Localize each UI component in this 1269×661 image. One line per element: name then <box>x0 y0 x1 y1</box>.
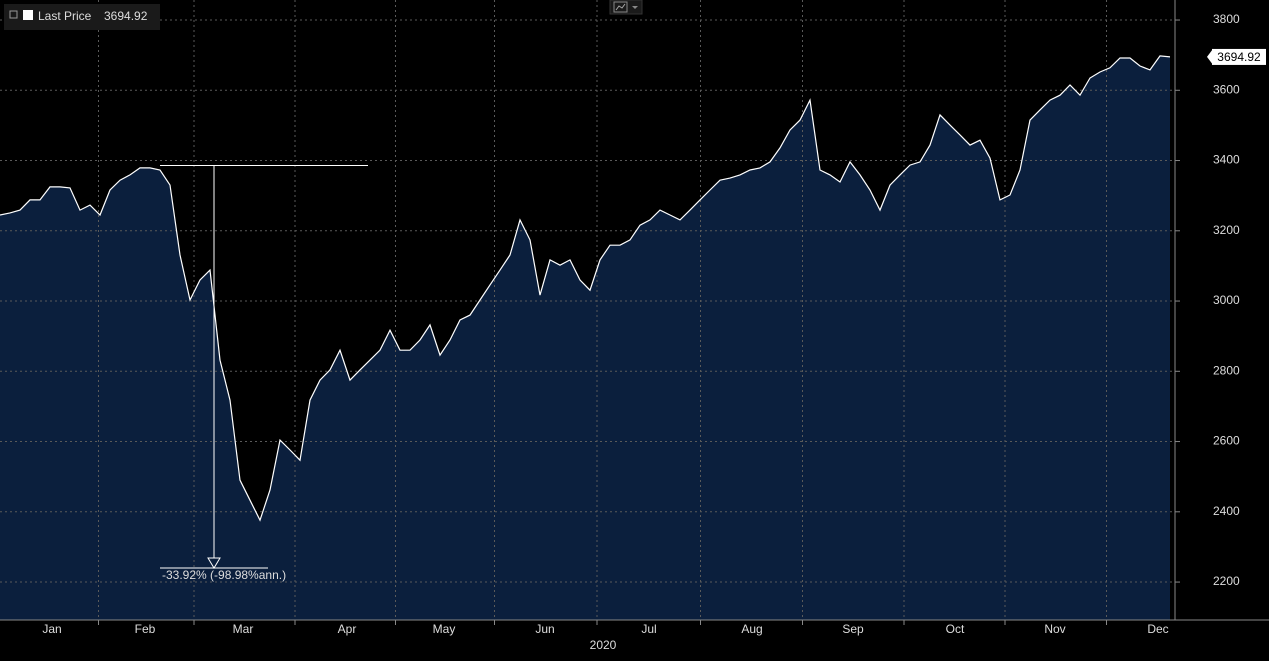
last-price-pointer <box>1207 48 1213 65</box>
legend-swatch <box>23 10 33 20</box>
legend-label: Last Price <box>38 9 92 23</box>
y-tick-label: 3200 <box>1213 223 1240 237</box>
y-tick-label: 2200 <box>1213 574 1240 588</box>
plot-area <box>0 0 1175 620</box>
x-tick-label: May <box>433 622 456 636</box>
x-tick-label: Mar <box>233 622 254 636</box>
y-tick-label: 2400 <box>1213 504 1240 518</box>
x-tick-label: Aug <box>741 622 762 636</box>
x-tick-label: Apr <box>338 622 357 636</box>
y-tick-label: 3600 <box>1213 82 1240 96</box>
x-tick-label: Nov <box>1044 622 1065 636</box>
price-line <box>0 55 1171 522</box>
legend-toggle[interactable] <box>9 10 18 19</box>
last-price-box <box>1212 48 1266 65</box>
x-tick-label: Jan <box>42 622 61 636</box>
x-axis-label: 2020 <box>590 638 617 652</box>
x-tick-label: Sep <box>842 622 864 636</box>
y-tick-label: 3800 <box>1213 12 1240 26</box>
drawdown-arrow-head <box>207 557 221 569</box>
y-tick-label: 3000 <box>1213 293 1240 307</box>
legend-value: 3694.92 <box>104 9 148 23</box>
x-tick-label: Jul <box>641 622 656 636</box>
chart-type-icon <box>609 0 643 15</box>
area-fill <box>0 55 1170 620</box>
x-tick-label: Feb <box>135 622 156 636</box>
y-tick-label: 3400 <box>1213 153 1240 167</box>
x-tick-label: Dec <box>1147 622 1168 636</box>
y-tick-label: 2800 <box>1213 363 1240 377</box>
legend: Last Price 3694.92 <box>4 4 160 30</box>
y-tick-label: 2600 <box>1213 434 1240 448</box>
x-tick-label: Oct <box>946 622 965 636</box>
x-tick-label: Jun <box>535 622 554 636</box>
drawdown-label: -33.92% (-98.98%ann.) <box>162 568 286 582</box>
last-price-label: 3694.92 <box>1217 50 1261 64</box>
